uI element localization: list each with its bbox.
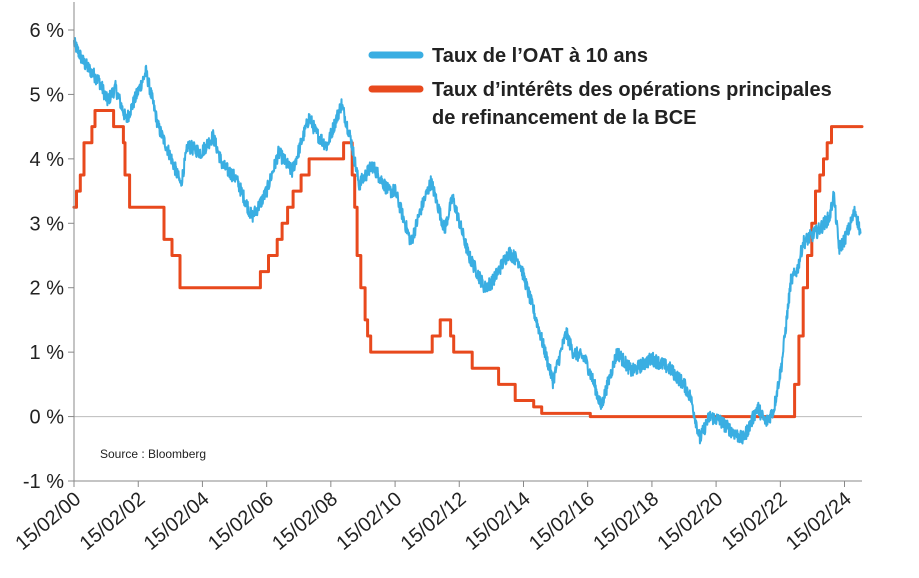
x-tick-labels: 15/02/0015/02/0215/02/0415/02/0615/02/08… — [11, 488, 855, 555]
x-tick-label: 15/02/20 — [654, 488, 728, 555]
x-tick-label: 15/02/10 — [333, 488, 407, 555]
x-tick-label: 15/02/24 — [782, 488, 856, 555]
legend-label: Taux de l’OAT à 10 ans — [432, 45, 648, 67]
y-tick-label: 0 % — [30, 407, 65, 429]
source-label: Source : Bloomberg — [100, 447, 206, 461]
legend-label: Taux d’intérêts des opérations principal… — [432, 79, 832, 101]
x-tick-label: 15/02/00 — [11, 488, 85, 555]
x-tick-label: 15/02/08 — [268, 488, 342, 555]
y-tick-label: 5 % — [30, 84, 65, 106]
x-tick-label: 15/02/02 — [76, 488, 150, 555]
x-tick-label: 15/02/14 — [461, 488, 535, 555]
series-layer — [72, 37, 864, 445]
x-tick-label: 15/02/04 — [140, 488, 214, 555]
y-tick-label: 2 % — [30, 278, 65, 300]
legend-label: de refinancement de la BCE — [432, 107, 697, 129]
series-ecb-rate-line — [72, 109, 864, 419]
y-tick-label: -1 % — [23, 471, 64, 493]
x-tick-label: 15/02/18 — [589, 488, 663, 555]
y-tick-label: 3 % — [30, 213, 65, 235]
legend: Taux de l’OAT à 10 ans Taux d’intérêts de… — [368, 45, 832, 129]
x-tick-label: 15/02/06 — [204, 488, 278, 555]
x-tick-label: 15/02/16 — [525, 488, 599, 555]
x-tick-label: 15/02/12 — [397, 488, 471, 555]
axes — [68, 2, 862, 487]
y-tick-label: 1 % — [30, 342, 65, 364]
y-tick-label: 6 % — [30, 20, 65, 42]
y-tick-label: 4 % — [30, 149, 65, 171]
y-tick-labels: 6 % 5 % 4 % 3 % 2 % 1 % 0 % -1 % — [23, 20, 64, 493]
x-tick-label: 15/02/22 — [718, 488, 792, 555]
series-oat-10y-line — [73, 37, 862, 445]
